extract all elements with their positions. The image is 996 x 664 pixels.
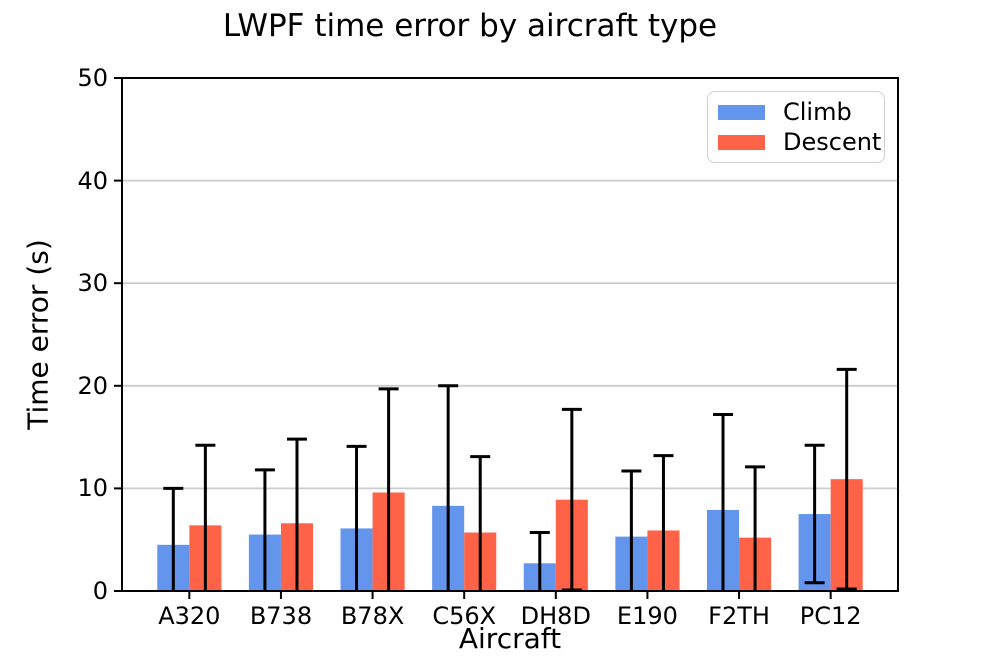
legend-label-descent: Descent xyxy=(783,128,882,156)
x-tick-label-E190: E190 xyxy=(616,602,678,630)
legend-label-climb: Climb xyxy=(783,98,852,126)
legend-row-descent: Descent xyxy=(718,129,884,155)
x-tick-label-PC12: PC12 xyxy=(799,602,862,630)
y-tick-label-10: 10 xyxy=(77,474,108,503)
legend: Climb Descent xyxy=(707,91,885,163)
x-tick-label-C56X: C56X xyxy=(432,602,497,630)
climb-color-swatch xyxy=(718,104,765,120)
descent-color-swatch xyxy=(718,134,765,150)
x-tick-label-F2TH: F2TH xyxy=(708,602,770,630)
y-tick-label-40: 40 xyxy=(77,166,108,195)
y-tick-label-30: 30 xyxy=(77,269,108,298)
axes-spines xyxy=(121,77,899,592)
y-tick-label-50: 50 xyxy=(77,64,108,92)
y-tick-label-0: 0 xyxy=(92,577,108,605)
x-tick-label-B78X: B78X xyxy=(340,602,405,630)
chart-title: LWPF time error by aircraft type xyxy=(222,8,718,44)
x-tick-label-A320: A320 xyxy=(158,602,221,630)
y-tick-label-20: 20 xyxy=(77,371,108,400)
legend-row-climb: Climb xyxy=(718,99,884,125)
x-tick-label-DH8D: DH8D xyxy=(520,602,591,630)
x-tick-label-B738: B738 xyxy=(249,602,313,630)
x-axis-label: Aircraft xyxy=(458,622,562,655)
